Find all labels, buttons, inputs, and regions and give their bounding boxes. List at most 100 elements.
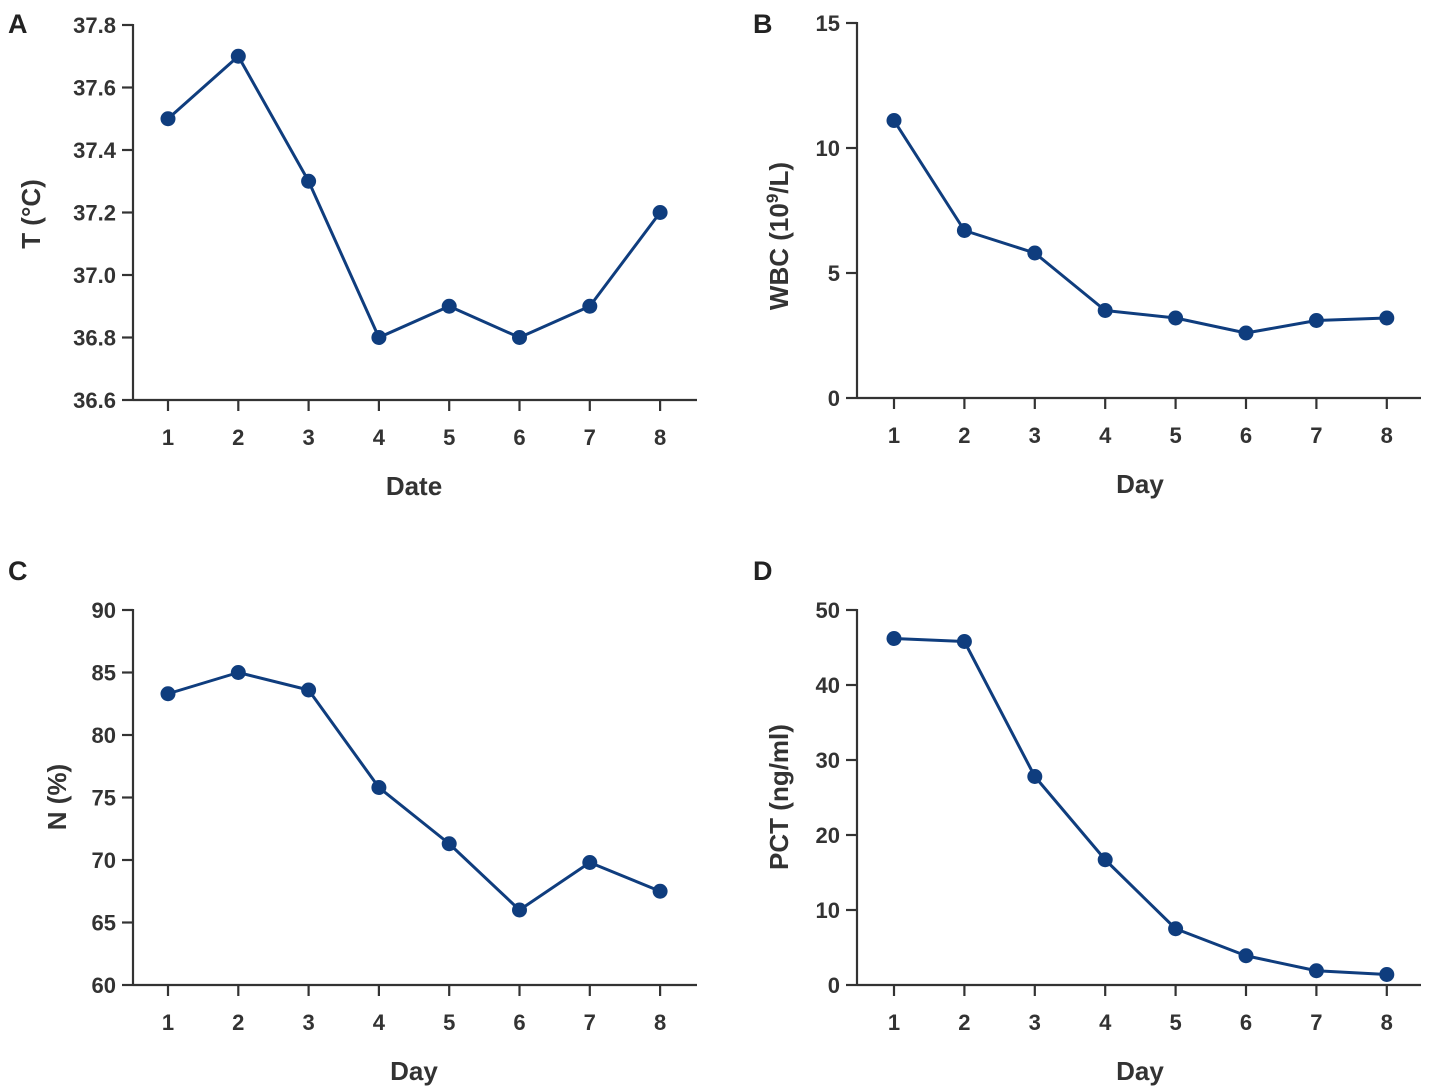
x-tick-label: 1 [888,1010,900,1035]
data-point [512,902,527,918]
data-point [512,330,527,345]
y-tick-label: 36.6 [73,388,116,413]
y-tick-label: 0 [828,386,840,411]
data-point [1168,310,1184,326]
x-tick-label: 6 [1240,1010,1252,1035]
y-axis-title-b-sup: 9 [763,194,782,203]
x-tick-label: 3 [302,425,314,450]
x-axis-title-a: Date [386,471,442,501]
y-axis-title-d: PCT (ng/ml) [764,724,794,870]
x-tick-label: 4 [1099,423,1112,448]
x-axis-title-d: Day [1116,1056,1164,1086]
data-point [230,48,246,64]
y-tick-label: 90 [92,598,116,623]
data-point [441,836,457,852]
panel-b: B WBC (109/L) Day 0 5 10 15 1 2 3 4 5 6 7 8 [753,9,1421,499]
x-tick-label: 8 [654,425,666,450]
data-point [1308,313,1324,328]
y-tick-label: 37.0 [73,263,116,288]
data-point [1027,769,1043,784]
x-tick-label: 4 [373,1010,386,1035]
data-point [582,855,598,870]
data-point [956,634,972,649]
x-tick-label: 8 [654,1010,666,1035]
x-tick-label: 3 [1029,423,1041,448]
x-tick-label: 7 [1310,423,1322,448]
x-tick-label: 7 [584,1010,596,1035]
y-tick-label: 15 [816,11,840,36]
y-tick-label: 36.8 [73,326,116,351]
x-tick-label: 5 [443,425,455,450]
y-axis-title-b-unit: /L) [764,162,794,194]
panel-a: A T (°C) Date 36.636.837.037.237.437.637… [8,9,697,501]
y-axis-title-b-main: WBC (10 [764,203,794,310]
series-line [167,671,661,912]
x-tick-label: 5 [443,1010,455,1035]
x-tick-label: 1 [888,423,900,448]
y-tick-label: 70 [92,848,116,873]
y-axis-title-a: T (°C) [16,179,46,249]
x-tick-label: 3 [1029,1010,1041,1035]
plot-area-a: 36.6 36.8 37.0 37.2 37.4 37.6 37.8 1 2 3 4 5 6 7 8 [73,13,697,450]
x-tick-label: 1 [162,425,174,450]
y-tick-label: 85 [92,661,116,686]
data-point [371,780,387,795]
panel-d: D PCT (ng/ml) Day 0 10 20 30 40 50 1 2 3 4 5 6 7 8 [753,556,1421,1086]
x-tick-label: 6 [1240,423,1252,448]
data-point [371,330,387,345]
data-point [301,173,317,189]
x-tick-label: 2 [958,423,970,448]
data-point [1097,852,1113,868]
panel-letter-d: D [753,556,773,586]
y-tick-label: 80 [92,723,116,748]
y-tick-label: 60 [92,973,116,998]
x-tick-label: 6 [513,425,525,450]
data-point [301,682,317,698]
y-tick-label: 30 [816,748,840,773]
y-tick-label: 65 [92,911,116,936]
y-tick-label: 37.6 [73,76,116,101]
data-point [1379,310,1395,326]
y-tick-label: 40 [816,673,840,698]
y-tick-label: 20 [816,823,840,848]
series-line [167,54,662,339]
x-tick-label: 2 [232,1010,244,1035]
x-tick-label: 8 [1381,423,1393,448]
plot-area-d: 0 10 20 30 40 50 1 2 3 4 5 6 7 8 [816,598,1421,1035]
data-point [1027,245,1043,261]
data-point [160,111,176,127]
plot-area-c: 60 65 70 75 80 85 90 1 2 3 4 5 6 7 8 [92,598,697,1035]
data-point [956,223,972,238]
panel-c: C N (%) Day 60 65 70 75 80 85 90 1 2 3 4 5 6 7 8 [8,556,697,1086]
data-point [1379,967,1395,982]
x-tick-label: 7 [1310,1010,1322,1035]
data-point [1238,325,1254,341]
data-point [652,883,668,899]
x-tick-label: 2 [958,1010,970,1035]
y-axis-title-b: WBC (109/L) [763,162,794,310]
y-tick-label: 10 [816,898,840,923]
data-point [1308,963,1324,979]
data-point [1238,948,1254,964]
x-axis-title-b: Day [1116,469,1164,499]
x-tick-label: 4 [373,425,386,450]
y-tick-label: 37.2 [73,201,116,226]
panel-letter-c: C [8,556,28,586]
y-tick-label: 0 [828,973,840,998]
x-tick-label: 2 [232,425,244,450]
data-point [1168,921,1184,937]
data-point [886,631,902,646]
data-point [230,665,246,680]
panel-letter-a: A [8,9,28,39]
data-point [441,298,457,314]
data-point [886,113,902,128]
data-point [652,205,668,220]
data-point [1097,303,1113,318]
y-tick-label: 37.4 [73,138,117,163]
x-tick-label: 5 [1169,1010,1181,1035]
data-point [582,298,598,314]
panel-letter-b: B [753,9,773,39]
x-tick-label: 1 [162,1010,174,1035]
x-tick-label: 3 [302,1010,314,1035]
